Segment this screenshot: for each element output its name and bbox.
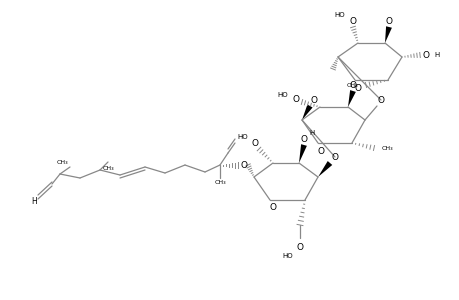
- Polygon shape: [317, 161, 331, 177]
- Text: H: H: [31, 197, 37, 206]
- Text: O: O: [251, 139, 258, 148]
- Text: O: O: [317, 146, 324, 155]
- Text: HO: HO: [237, 134, 247, 140]
- Text: O: O: [331, 152, 338, 161]
- Text: O: O: [269, 203, 276, 212]
- Text: CH₃: CH₃: [214, 181, 225, 185]
- Text: H: H: [433, 52, 438, 58]
- Text: HO: HO: [282, 253, 292, 259]
- Text: CH₃: CH₃: [102, 166, 113, 170]
- Text: O: O: [300, 134, 307, 143]
- Text: O: O: [385, 16, 392, 26]
- Text: O: O: [292, 94, 299, 103]
- Text: O: O: [349, 80, 356, 89]
- Text: O: O: [349, 16, 356, 26]
- Text: CH₃: CH₃: [381, 146, 393, 151]
- Polygon shape: [384, 26, 391, 43]
- Text: O: O: [296, 244, 303, 253]
- Text: O: O: [354, 83, 361, 92]
- Polygon shape: [347, 90, 355, 107]
- Text: O: O: [310, 95, 317, 104]
- Text: O: O: [421, 50, 429, 59]
- Text: O: O: [377, 95, 384, 104]
- Polygon shape: [298, 144, 306, 163]
- Polygon shape: [302, 104, 312, 120]
- Text: CH₃: CH₃: [346, 82, 357, 88]
- Text: HO: HO: [334, 12, 344, 18]
- Text: HO: HO: [277, 92, 287, 98]
- Text: O: O: [240, 160, 247, 169]
- Text: H: H: [308, 130, 313, 136]
- Text: CH₃: CH₃: [56, 160, 67, 164]
